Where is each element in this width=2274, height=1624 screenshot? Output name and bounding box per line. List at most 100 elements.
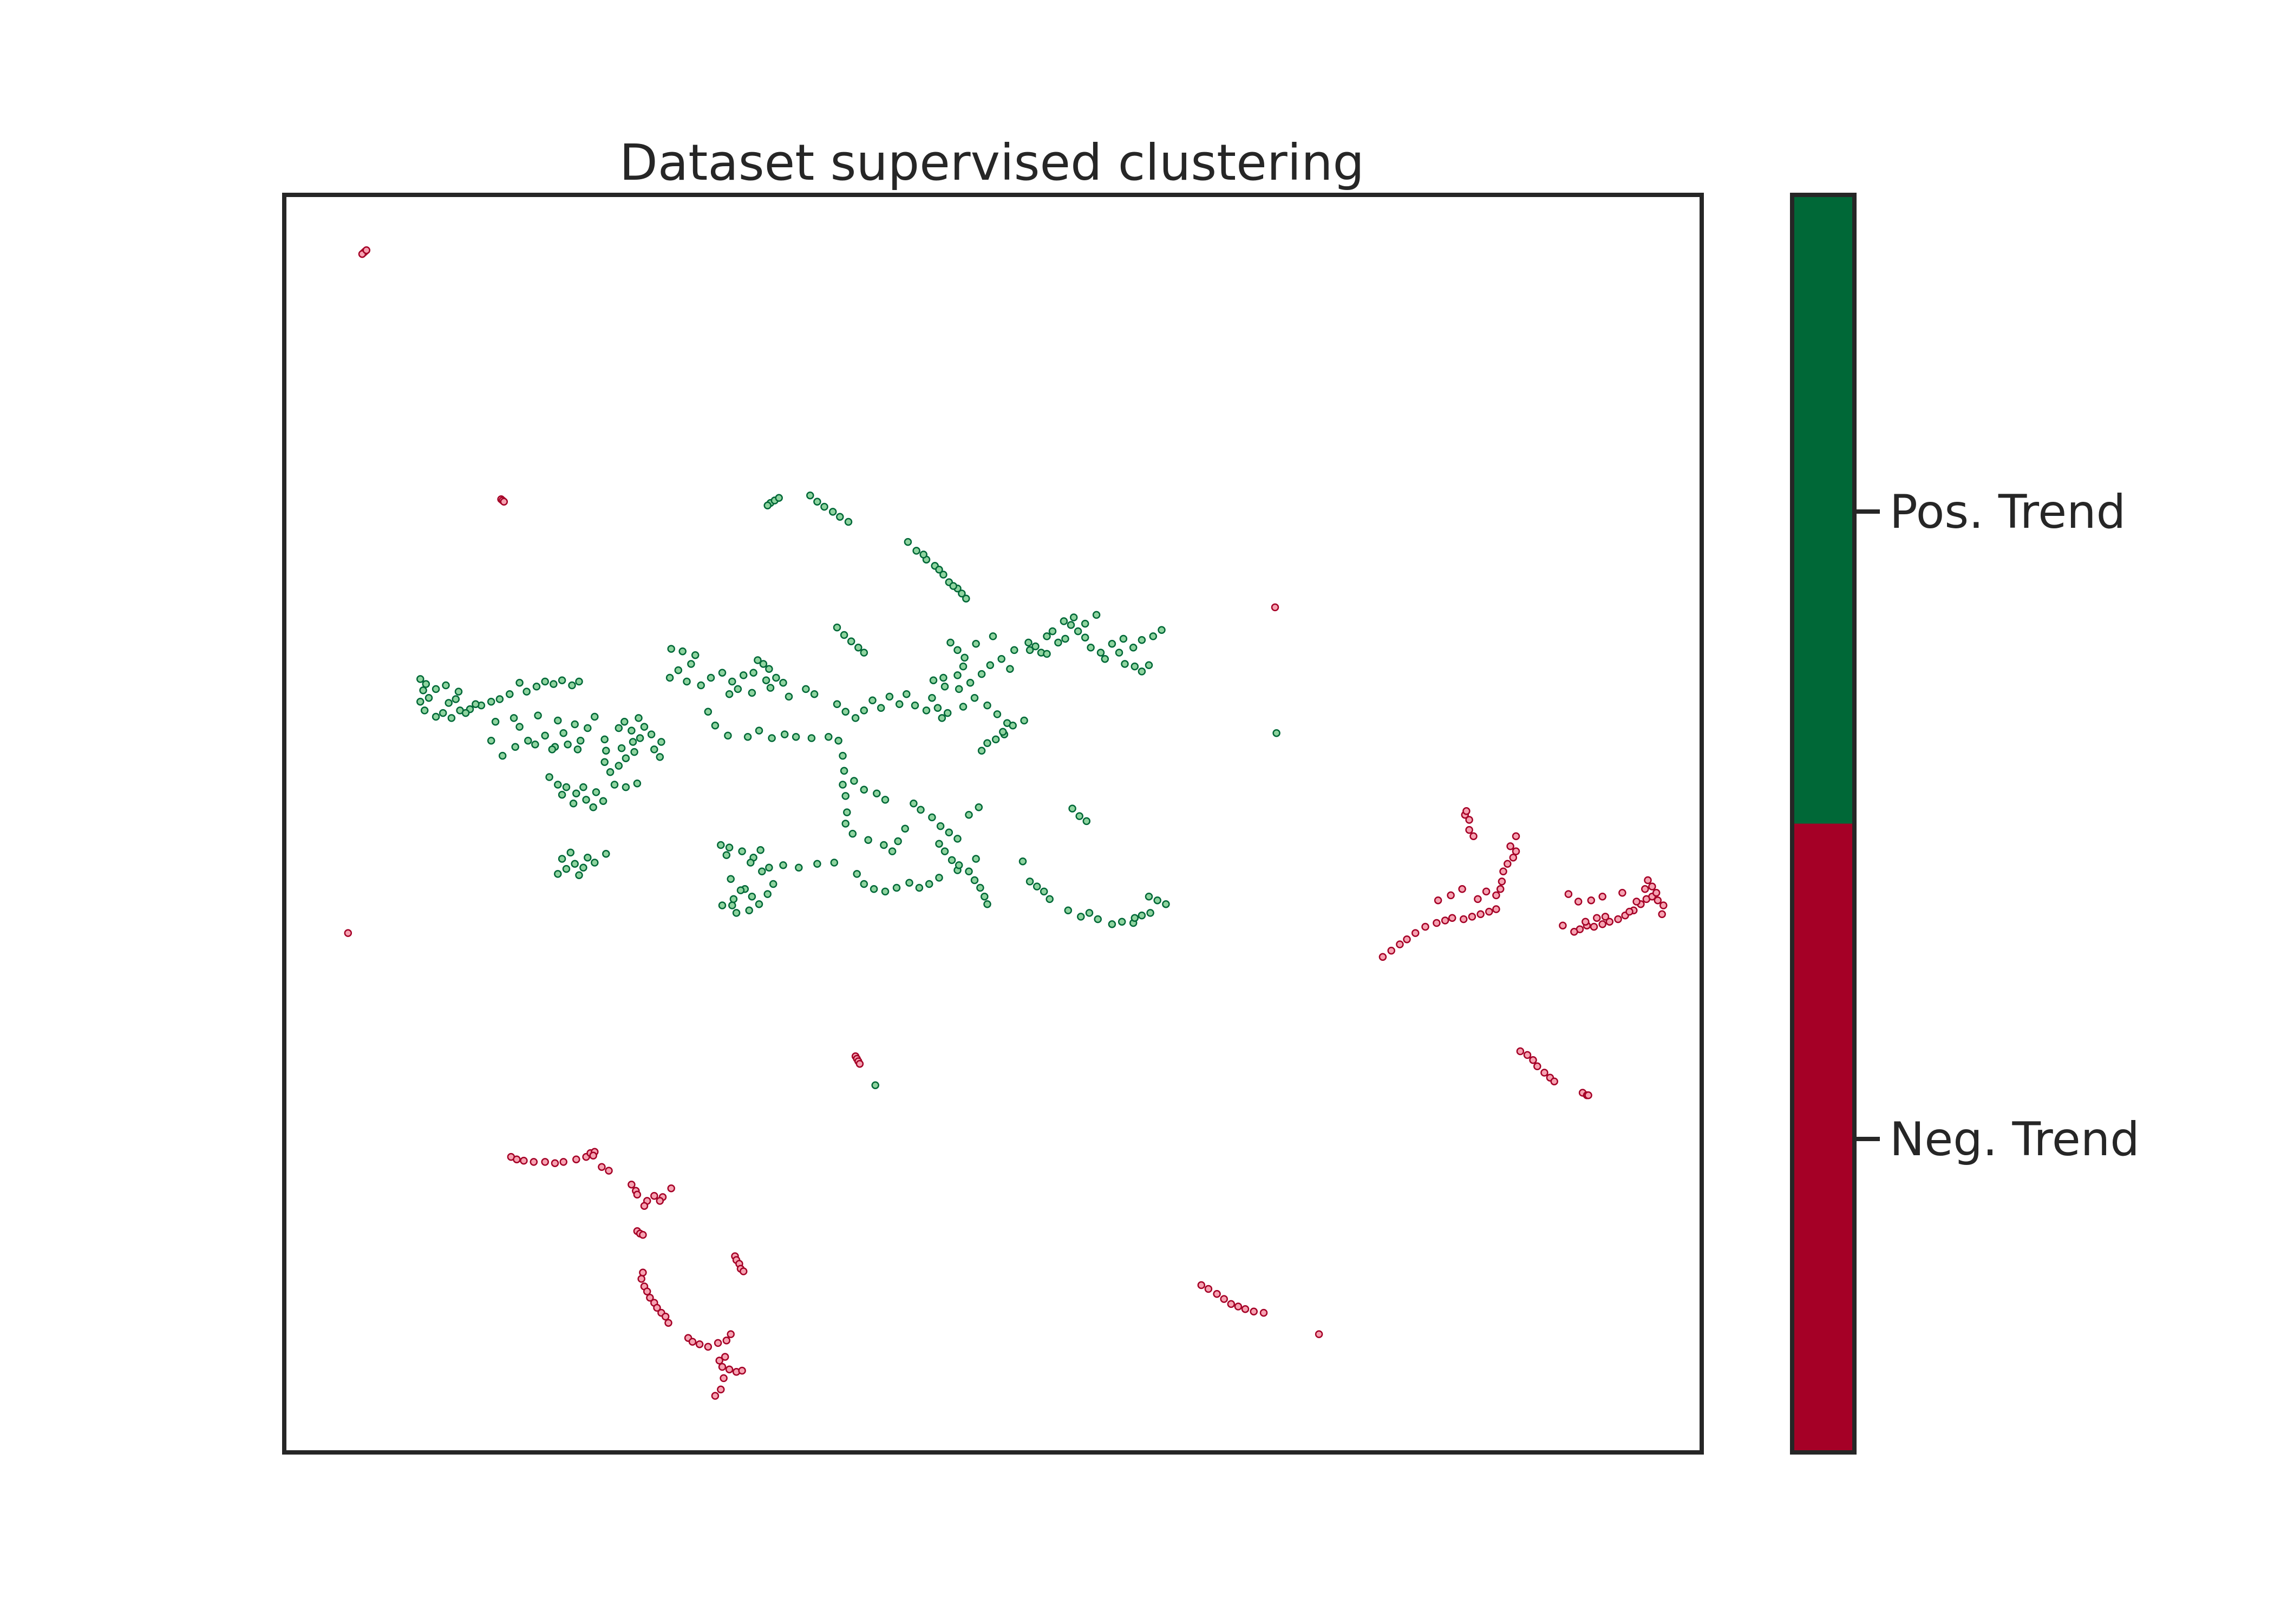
point-pos-trend-297 <box>759 660 768 668</box>
point-pos-trend-189 <box>953 671 962 679</box>
point-pos-trend-38 <box>864 836 872 844</box>
point-pos-trend-134 <box>545 773 553 781</box>
point-pos-trend-169 <box>925 880 933 888</box>
point-pos-trend-5 <box>678 647 687 656</box>
point-neg-trend-91 <box>1476 910 1485 919</box>
point-pos-trend-211 <box>959 703 968 711</box>
point-neg-trend-134 <box>1593 914 1601 922</box>
point-pos-trend-299 <box>1145 892 1153 901</box>
point-pos-trend-179 <box>1118 918 1126 926</box>
point-neg-trend-135 <box>1570 928 1578 936</box>
point-neg-trend-69 <box>711 1392 720 1400</box>
point-neg-trend-152 <box>1584 1091 1592 1099</box>
point-pos-trend-320 <box>975 803 983 811</box>
point-pos-trend-279 <box>1069 613 1078 621</box>
point-neg-trend-45 <box>637 1275 645 1283</box>
point-pos-trend-39 <box>880 841 888 849</box>
point-pos-trend-167 <box>905 879 913 887</box>
point-pos-trend-191 <box>929 676 938 684</box>
point-pos-trend-120 <box>550 680 558 688</box>
point-pos-trend-287 <box>836 513 844 521</box>
point-pos-trend-161 <box>718 901 727 909</box>
point-neg-trend-137 <box>1618 889 1626 897</box>
point-pos-trend-283 <box>806 491 814 500</box>
point-pos-trend-84 <box>591 712 599 721</box>
point-neg-trend-92 <box>1485 907 1493 916</box>
point-pos-trend-197 <box>997 654 1005 663</box>
point-neg-trend-79 <box>1315 1330 1323 1338</box>
point-neg-trend-118 <box>1614 915 1622 924</box>
point-pos-trend-102 <box>548 745 557 754</box>
point-pos-trend-27 <box>792 732 800 741</box>
point-neg-trend-98 <box>1482 887 1491 896</box>
point-neg-trend-57 <box>704 1343 713 1351</box>
point-pos-trend-291 <box>847 637 855 645</box>
point-neg-trend-97 <box>1474 895 1482 903</box>
point-pos-trend-48 <box>813 860 821 868</box>
point-pos-trend-83 <box>630 748 638 756</box>
point-neg-trend-64 <box>725 1365 734 1373</box>
point-neg-trend-89 <box>1459 915 1468 924</box>
point-pos-trend-267 <box>1096 649 1105 657</box>
point-neg-trend-128 <box>1648 882 1656 890</box>
colorbar: Pos. Trend Neg. Trend <box>1790 193 2140 1455</box>
point-neg-trend-110 <box>1462 807 1471 815</box>
point-pos-trend-100 <box>571 720 579 729</box>
point-pos-trend-170 <box>935 874 943 882</box>
point-pos-trend-228 <box>748 689 756 697</box>
point-neg-trend-60 <box>727 1330 735 1338</box>
point-pos-trend-23 <box>743 732 752 741</box>
point-pos-trend-129 <box>445 699 453 707</box>
point-pos-trend-86 <box>576 736 585 745</box>
point-pos-trend-9 <box>665 673 674 682</box>
point-neg-trend-34 <box>656 1197 664 1205</box>
point-pos-trend-227 <box>766 684 775 692</box>
point-pos-trend-222 <box>841 708 850 716</box>
point-pos-trend-95 <box>491 718 500 726</box>
point-pos-trend-154 <box>554 870 562 878</box>
point-pos-trend-205 <box>991 735 1000 744</box>
point-neg-trend-77 <box>1250 1307 1258 1316</box>
point-neg-trend-52 <box>661 1312 670 1321</box>
point-pos-trend-293 <box>860 649 868 657</box>
point-neg-trend-8 <box>1271 603 1279 612</box>
point-neg-trend-117 <box>1605 918 1614 926</box>
point-pos-trend-133 <box>424 693 433 702</box>
point-pos-trend-94 <box>487 736 495 745</box>
point-pos-trend-265 <box>1074 627 1082 636</box>
point-pos-trend-229 <box>734 685 742 693</box>
point-pos-trend-244 <box>945 828 953 837</box>
point-pos-trend-272 <box>1149 632 1158 640</box>
point-neg-trend-55 <box>688 1338 697 1346</box>
point-pos-trend-30 <box>834 736 842 745</box>
point-pos-trend-269 <box>1119 634 1128 643</box>
point-pos-trend-34 <box>841 792 850 800</box>
point-pos-trend-242 <box>928 813 936 822</box>
point-pos-trend-4 <box>667 645 675 653</box>
point-pos-trend-219 <box>868 696 877 705</box>
point-pos-trend-216 <box>895 700 904 709</box>
point-pos-trend-281 <box>1092 611 1101 619</box>
point-pos-trend-193 <box>955 685 963 693</box>
point-pos-trend-256 <box>935 566 943 574</box>
point-pos-trend-232 <box>940 847 949 855</box>
point-pos-trend-270 <box>1129 644 1138 652</box>
point-pos-trend-24 <box>755 726 763 735</box>
point-pos-trend-250 <box>939 571 948 579</box>
point-pos-trend-192 <box>940 683 949 691</box>
point-pos-trend-289 <box>833 623 841 632</box>
point-pos-trend-160 <box>729 895 738 903</box>
point-pos-trend-177 <box>1094 915 1102 924</box>
point-pos-trend-194 <box>966 679 975 687</box>
point-pos-trend-81 <box>615 762 623 770</box>
point-pos-trend-210 <box>970 693 979 702</box>
point-pos-trend-239 <box>983 900 991 908</box>
point-neg-trend-24 <box>589 1151 597 1160</box>
point-pos-trend-121 <box>558 676 566 684</box>
point-pos-trend-199 <box>1024 638 1033 647</box>
point-pos-trend-21 <box>711 722 720 730</box>
point-pos-trend-88 <box>564 740 572 749</box>
point-pos-trend-156 <box>575 871 583 879</box>
point-pos-trend-85 <box>584 724 592 732</box>
point-pos-trend-147 <box>633 779 642 788</box>
